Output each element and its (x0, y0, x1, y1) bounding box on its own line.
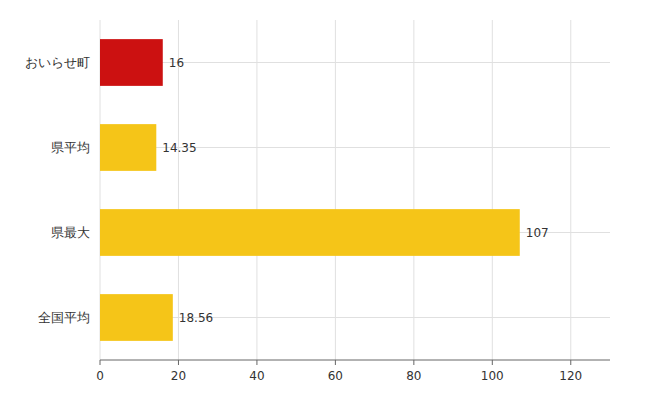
y-tick-label: 県最大 (51, 225, 90, 240)
x-tick-label: 40 (249, 369, 264, 383)
x-tick (413, 360, 414, 365)
x-tick-label: 60 (328, 369, 343, 383)
y-tick-label: 県平均 (51, 140, 90, 155)
bars (100, 39, 520, 341)
x-tick (178, 360, 179, 365)
bar (100, 294, 173, 341)
x-tick (100, 360, 101, 365)
data-label: 18.56 (179, 311, 213, 325)
x-axis: 0 20 40 60 80 100 120 (96, 360, 582, 383)
bar (100, 209, 520, 256)
x-tick-label: 120 (559, 369, 582, 383)
data-label: 107 (526, 226, 549, 240)
chart-svg: 0 20 40 60 80 100 120 おいらせ町県平均県最大全国平均 16 14.35 107… (0, 0, 650, 400)
x-grid-line (413, 20, 414, 360)
x-tick-label: 100 (481, 369, 504, 383)
y-grid-line (100, 317, 610, 318)
x-axis-line (100, 360, 610, 361)
y-tick-label: 全国平均 (38, 310, 90, 325)
x-grid-line (178, 20, 179, 360)
data-label: 14.35 (162, 141, 196, 155)
data-label: 16 (169, 56, 184, 70)
x-grid-line (256, 20, 257, 360)
x-tick-label: 0 (96, 369, 104, 383)
plot: 0 20 40 60 80 100 120 おいらせ町県平均県最大全国平均 16 14.35 107… (25, 20, 610, 383)
x-grid-line (570, 20, 571, 360)
x-tick (256, 360, 257, 365)
x-tick-label: 80 (406, 369, 421, 383)
x-grid-line (335, 20, 336, 360)
y-axis: おいらせ町県平均県最大全国平均 (25, 55, 90, 325)
data-labels: 16 14.35 107 18.56 (162, 56, 548, 325)
bar (100, 39, 163, 86)
x-tick (570, 360, 571, 365)
x-tick (335, 360, 336, 365)
x-grid-line (492, 20, 493, 360)
bar (100, 124, 156, 171)
x-tick-label: 20 (171, 369, 186, 383)
x-tick (492, 360, 493, 365)
grid (100, 20, 610, 360)
chart-container: 0 20 40 60 80 100 120 おいらせ町県平均県最大全国平均 16 14.35 107… (0, 0, 650, 400)
y-tick-label: おいらせ町 (25, 55, 90, 70)
